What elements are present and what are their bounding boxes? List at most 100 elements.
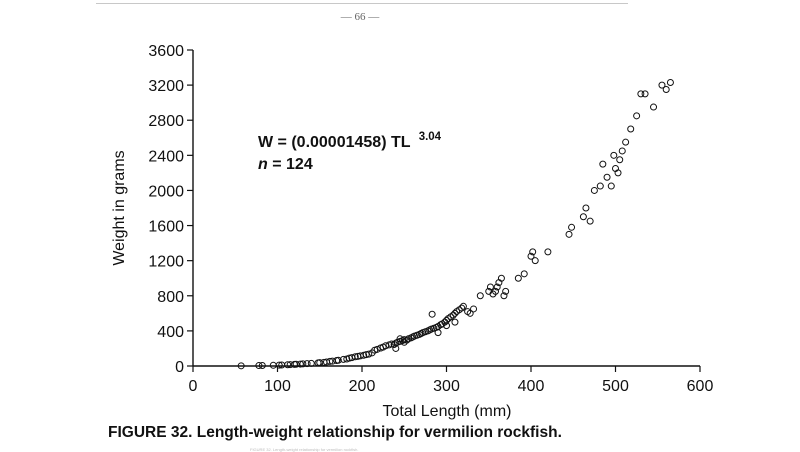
data-point xyxy=(316,359,324,367)
y-axis-label: Weight in grams xyxy=(111,150,128,265)
data-point xyxy=(666,78,674,86)
y-tick-label: 3200 xyxy=(148,78,184,95)
data-point xyxy=(579,213,587,221)
data-point xyxy=(299,360,307,368)
data-point xyxy=(637,90,645,98)
data-point xyxy=(590,186,598,194)
data-point xyxy=(658,81,666,89)
data-point xyxy=(627,125,635,133)
data-point xyxy=(641,90,649,98)
data-point xyxy=(459,302,467,310)
data-point xyxy=(486,283,494,291)
data-point xyxy=(614,169,622,177)
data-point xyxy=(365,350,373,358)
y-tick-label: 3600 xyxy=(148,43,184,60)
data-points xyxy=(237,78,674,370)
data-point xyxy=(334,356,342,364)
data-point xyxy=(470,305,478,313)
n-value: = 124 xyxy=(272,156,313,173)
data-point xyxy=(633,112,641,120)
data-point xyxy=(476,292,484,300)
x-tick-label: 400 xyxy=(518,378,545,395)
data-point xyxy=(650,103,658,111)
data-point xyxy=(622,138,630,146)
x-tick-label: 600 xyxy=(687,378,714,395)
data-point xyxy=(599,160,607,168)
data-point xyxy=(303,360,311,368)
data-point xyxy=(351,353,359,361)
data-point xyxy=(451,318,459,326)
data-point xyxy=(466,309,474,317)
formula-exponent: 3.04 xyxy=(419,131,442,143)
data-point xyxy=(258,361,266,369)
y-tick-label: 2800 xyxy=(148,113,184,130)
data-point xyxy=(514,274,522,282)
data-point xyxy=(400,336,408,344)
data-point xyxy=(565,230,573,238)
axes: 0 400 800 1200 1600 2000 2400 2800 3200 3600 0 100 2… xyxy=(148,43,713,395)
figure-label: FIGURE 32. xyxy=(108,424,193,441)
x-tick-label: 100 xyxy=(264,378,291,395)
top-rule xyxy=(96,3,628,4)
formula-annotation: W = (0.00001458) TL 3.04 xyxy=(258,131,442,151)
x-tick-label: 300 xyxy=(433,378,460,395)
data-point xyxy=(493,283,501,291)
data-point xyxy=(582,204,590,212)
data-point xyxy=(596,182,604,190)
n-annotation: n = 124 xyxy=(258,156,313,173)
data-point xyxy=(373,345,381,353)
data-point xyxy=(400,338,408,346)
data-point xyxy=(662,86,670,93)
data-point xyxy=(392,344,400,352)
data-point xyxy=(529,248,537,256)
data-point xyxy=(492,287,500,295)
data-point xyxy=(586,217,594,225)
data-point xyxy=(443,316,450,324)
data-point xyxy=(284,361,292,369)
caption-text: Length-weight relationship for vermilion… xyxy=(196,424,562,441)
data-point xyxy=(396,335,404,343)
data-point xyxy=(618,147,626,155)
x-tick-label: 500 xyxy=(602,378,629,395)
y-tick-label: 400 xyxy=(157,324,184,341)
data-point xyxy=(544,248,552,256)
data-point xyxy=(527,252,535,260)
data-point xyxy=(275,361,283,369)
data-point xyxy=(500,292,508,300)
figure-caption: FIGURE 32. Length-weight relationship fo… xyxy=(108,424,562,442)
data-point xyxy=(603,173,611,181)
y-tick-label: 2400 xyxy=(148,148,184,165)
caption-footnote: FIGURE 32. Length-weight relationship fo… xyxy=(250,447,359,452)
y-tick-label: 1600 xyxy=(148,219,184,236)
data-point xyxy=(443,322,450,330)
data-point xyxy=(269,361,277,369)
data-point xyxy=(292,360,300,368)
x-tick-label: 200 xyxy=(349,378,376,395)
data-point xyxy=(616,156,624,164)
x-tick-label: 0 xyxy=(189,378,198,395)
data-point xyxy=(296,360,304,368)
data-point xyxy=(434,329,442,337)
formula-text: W = (0.00001458) TL xyxy=(258,134,411,151)
data-point xyxy=(607,182,615,190)
data-point xyxy=(610,151,618,159)
y-tick-label: 0 xyxy=(175,359,184,376)
data-point xyxy=(428,310,436,318)
data-point xyxy=(531,257,539,265)
data-point xyxy=(307,359,315,367)
data-point xyxy=(255,362,263,370)
data-point xyxy=(520,270,528,278)
page-number: — 66 — xyxy=(340,11,380,23)
data-point xyxy=(237,362,245,370)
data-point xyxy=(326,357,334,365)
data-point xyxy=(458,304,466,312)
y-tick-label: 2000 xyxy=(148,183,184,200)
y-tick-label: 800 xyxy=(157,289,184,306)
n-symbol: n xyxy=(258,156,268,173)
data-point xyxy=(568,223,576,231)
x-axis-label: Total Length (mm) xyxy=(383,403,512,420)
data-point xyxy=(502,287,510,295)
data-point xyxy=(497,274,505,282)
data-point xyxy=(451,309,459,317)
